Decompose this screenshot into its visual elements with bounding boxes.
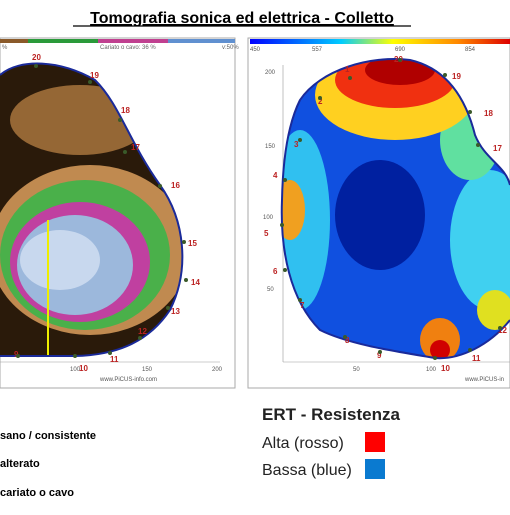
- sensor: [498, 326, 502, 330]
- sensor: [476, 143, 480, 147]
- node-label: 20: [32, 53, 41, 62]
- x-tick-label: 100: [70, 367, 81, 373]
- node-label: 18: [484, 109, 493, 118]
- ert-color-scale: [250, 39, 510, 44]
- node-label: 8: [345, 336, 350, 345]
- node-label: 9: [14, 350, 19, 359]
- sensor: [283, 178, 287, 182]
- x-tick-label: 50: [353, 367, 360, 373]
- sensor: [182, 240, 186, 244]
- scale-label: 690: [395, 47, 406, 53]
- swatch-low: [365, 459, 385, 479]
- svg-text:Tomografia sonica ed elettrica: Tomografia sonica ed elettrica - Collett…: [90, 10, 394, 27]
- credit: www.PiCUS-in: [464, 377, 504, 383]
- sensor: [283, 268, 287, 272]
- sensor: [468, 110, 472, 114]
- sonic-header-label: %: [2, 45, 8, 51]
- sensor: [16, 354, 20, 358]
- legend-item: Alta (rosso): [262, 435, 344, 452]
- node-label: 4: [273, 171, 278, 180]
- scale-label: 450: [250, 47, 261, 53]
- sensor: [468, 348, 472, 352]
- sensor: [298, 138, 302, 142]
- title: Tomografia sonica ed elettrica - Collett…: [73, 10, 411, 27]
- sensor: [280, 223, 284, 227]
- node-label: 2: [318, 97, 323, 106]
- sonic-header-bar: [0, 39, 235, 43]
- sensor: [166, 306, 170, 310]
- sonic-header-label: Cariato o cavo: 36 %: [100, 45, 156, 51]
- legend-item: Bassa (blue): [262, 462, 352, 479]
- node-label: 14: [191, 278, 200, 287]
- sensor: [158, 184, 162, 188]
- node-label: 16: [171, 181, 180, 190]
- node-label: 10: [79, 364, 88, 373]
- ert-outline: [280, 58, 510, 360]
- node-label: 17: [131, 143, 140, 152]
- credit: www.PiCUS-info.com: [99, 377, 157, 383]
- node-label: 19: [452, 72, 461, 81]
- y-tick-label: 100: [263, 215, 274, 221]
- sensor: [298, 298, 302, 302]
- node-label: 13: [171, 307, 180, 316]
- sensor: [433, 356, 437, 360]
- sensor: [88, 80, 92, 84]
- x-tick-label: 150: [142, 367, 153, 373]
- sensor: [348, 76, 352, 80]
- legend-title: ERT - Resistenza: [262, 405, 400, 424]
- scale-label: 557: [312, 47, 323, 53]
- sensor: [108, 351, 112, 355]
- sensor: [73, 354, 77, 358]
- node-label: 6: [273, 267, 278, 276]
- scale-label: 854: [465, 47, 476, 53]
- legend-item: cariato o cavo: [0, 487, 74, 499]
- legend-item: sano / consistente: [0, 430, 96, 442]
- node-label: 3: [294, 140, 299, 149]
- y-tick-label: 150: [265, 144, 276, 150]
- sensor: [378, 350, 382, 354]
- node-label: 10: [441, 364, 450, 373]
- sensor: [123, 150, 127, 154]
- node-label: 7: [300, 301, 305, 310]
- x-tick-label: 100: [426, 367, 437, 373]
- sensor: [443, 73, 447, 77]
- node-label: 19: [90, 71, 99, 80]
- sonic-tomogram: [0, 63, 183, 357]
- legend-item: alterato: [0, 458, 40, 470]
- sensor: [118, 118, 122, 122]
- node-label: 1: [345, 65, 350, 74]
- sensor: [318, 96, 322, 100]
- node-label: 5: [264, 229, 269, 238]
- node-label: 15: [188, 239, 197, 248]
- sensor: [34, 64, 38, 68]
- sensor: [138, 336, 142, 340]
- sensor: [343, 335, 347, 339]
- swatch-high: [365, 432, 385, 452]
- node-label: 12: [138, 327, 147, 336]
- node-label: 12: [498, 326, 507, 335]
- sensor: [398, 58, 402, 62]
- y-tick-label: 200: [265, 70, 276, 76]
- sensor: [184, 278, 188, 282]
- node-label: 11: [472, 354, 481, 363]
- node-label: 17: [493, 144, 502, 153]
- node-label: 18: [121, 106, 130, 115]
- node-label: 11: [110, 355, 119, 364]
- x-tick-label: 200: [212, 367, 223, 373]
- y-tick-label: 50: [267, 287, 274, 293]
- sonic-header-label: v:50%: [222, 45, 239, 51]
- ert-tomogram: [281, 59, 510, 359]
- node-label: 9: [377, 351, 382, 360]
